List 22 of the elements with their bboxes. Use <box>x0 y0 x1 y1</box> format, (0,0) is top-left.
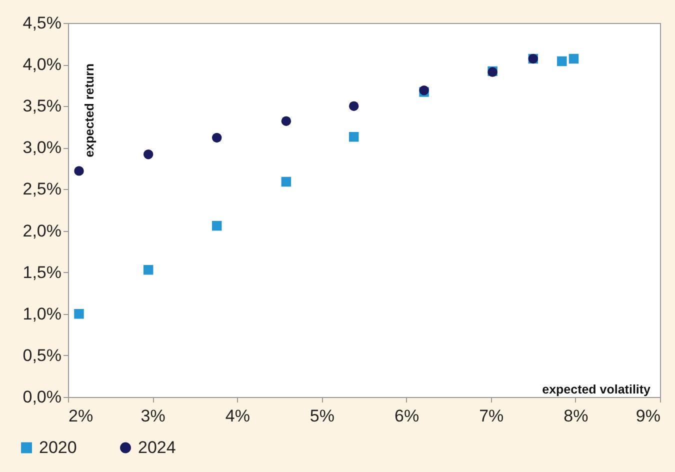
y-tick-label: 1,0% <box>22 304 62 324</box>
x-tick-label: 6% <box>394 406 420 426</box>
y-axis-title: expected return <box>82 64 96 158</box>
y-tick-label: 1,5% <box>22 262 62 282</box>
x-axis-title: expected volatility <box>542 382 651 396</box>
legend-label: 2020 <box>39 438 77 457</box>
x-tick-label: 9% <box>636 406 660 426</box>
x-tick-label: 2% <box>68 406 94 426</box>
x-tick-label: 8% <box>564 406 588 426</box>
y-tick-label: 3,5% <box>22 96 62 116</box>
y-tick-label: 3,0% <box>22 138 62 158</box>
y-tick-label: 4,0% <box>22 55 62 74</box>
x-tick-label: 7% <box>479 406 504 426</box>
legend-label: 2024 <box>138 438 176 457</box>
x-tick-label: 3% <box>140 406 166 426</box>
y-tick-label: 4,5% <box>22 14 62 32</box>
y-tick-label: 0,0% <box>22 388 62 406</box>
x-tick-label: 5% <box>310 406 335 426</box>
y-tick-label: 2,0% <box>22 221 62 240</box>
y-tick-label: 0,5% <box>22 346 62 365</box>
y-tick-label: 2,5% <box>22 180 62 199</box>
x-tick-label: 4% <box>225 406 250 426</box>
